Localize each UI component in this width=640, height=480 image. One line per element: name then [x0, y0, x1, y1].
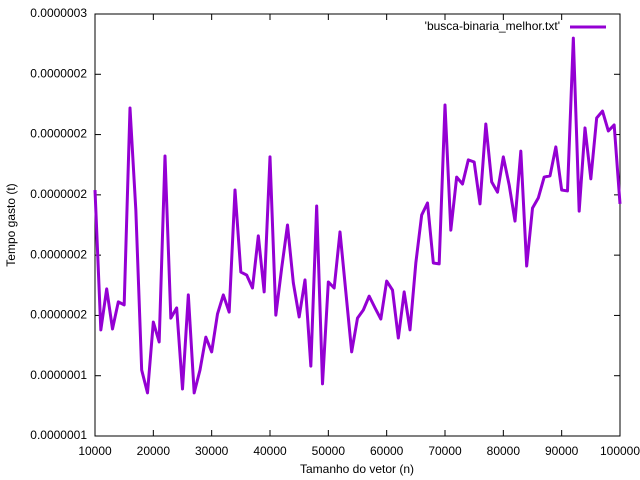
y-tick-label: 0.0000003: [30, 6, 87, 20]
x-tick-label: 20000: [137, 444, 171, 458]
y-tick-label: 0.0000001: [30, 428, 87, 442]
x-tick-label: 10000: [78, 444, 112, 458]
y-tick-label: 0.0000002: [30, 127, 87, 141]
y-tick-label: 0.0000002: [30, 308, 87, 322]
x-tick-label: 80000: [487, 444, 521, 458]
y-tick-label: 0.0000001: [30, 368, 87, 382]
x-tick-label: 60000: [370, 444, 404, 458]
y-tick-label: 0.0000002: [30, 66, 87, 80]
plot-border: [94, 13, 621, 437]
y-tick-label: 0.0000002: [30, 187, 87, 201]
x-tick-label: 70000: [428, 444, 462, 458]
x-tick-label: 50000: [312, 444, 346, 458]
x-tick-label: 90000: [545, 444, 579, 458]
y-axis-label: Tempo gasto (t): [4, 183, 18, 266]
x-tick-label: 30000: [195, 444, 229, 458]
data-line: [93, 36, 622, 395]
y-tick-label: 0.0000002: [30, 247, 87, 261]
x-axis-label: Tamanho do vetor (n): [300, 462, 414, 476]
x-tick-label: 100000: [600, 444, 640, 458]
legend-label: 'busca-binaria_melhor.txt': [425, 19, 560, 33]
x-tick-label: 40000: [253, 444, 287, 458]
